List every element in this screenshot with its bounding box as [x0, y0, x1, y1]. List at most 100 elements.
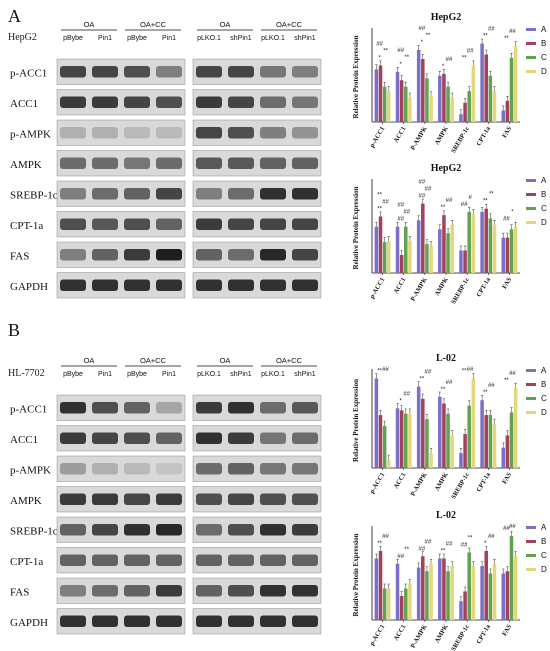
bar-c-srebp-1c: [467, 405, 471, 468]
bar-d-srebp-1c: [471, 566, 476, 620]
bar-c-ampk: [446, 413, 450, 468]
band-gapdh-lane-4: [292, 279, 318, 291]
protein-label-p-ampk: p-AMPK: [10, 464, 51, 476]
band-p-ampk-lane-1: [60, 463, 86, 475]
lane-label-pbybe: pBybe: [63, 371, 83, 378]
bar-d-p-ampk: [429, 96, 433, 122]
bar-c-p-ampk: [425, 244, 429, 273]
lane-label-pbybe: pBybe: [127, 371, 147, 378]
legend-label-d: D: [541, 67, 547, 76]
bar-d-cpt-1a: [492, 423, 497, 468]
band-gapdh-lane-2: [228, 615, 254, 627]
protein-label-cpt-1a: CPT-1a: [10, 220, 43, 232]
significance-marker: ##: [419, 180, 426, 186]
lane-label-shpin1: shPin1: [294, 35, 316, 42]
band-p-acc1-lane-4: [156, 402, 182, 414]
significance-marker: ##: [425, 187, 432, 193]
legend-label-c: C: [541, 53, 547, 62]
significance-marker: ##: [503, 217, 510, 223]
lane-label-pbybe: pBybe: [63, 35, 83, 42]
significance-marker: ##: [446, 198, 453, 204]
group-label-oa-cc: OA+CC: [140, 356, 167, 365]
band-acc1-lane-4: [292, 432, 318, 444]
band-p-acc1-lane-3: [124, 66, 150, 78]
significance-marker: **: [468, 536, 473, 542]
band-srebp-1c-lane-2: [92, 188, 118, 200]
band-acc1-lane-3: [124, 432, 150, 444]
band-fas-lane-2: [228, 249, 254, 261]
significance-marker: #: [468, 195, 472, 201]
bar-a-p-ampk: [416, 567, 421, 620]
bar-c-ampk: [446, 86, 450, 122]
band-gapdh-lane-1: [196, 279, 222, 291]
bar-a-fas: [501, 237, 506, 273]
lane-label-plko-1: pLKO.1: [197, 371, 221, 378]
bar-d-cpt-1a: [492, 563, 497, 620]
band-srebp-1c-lane-3: [260, 524, 286, 536]
bar-a-ampk: [438, 396, 442, 468]
bar-b-fas: [505, 237, 510, 273]
significance-marker: ##: [446, 380, 453, 386]
y-axis-label: Relative Protein Expression: [352, 379, 360, 462]
band-acc1-lane-4: [156, 96, 182, 108]
band-cpt-1a-lane-1: [196, 554, 222, 566]
significance-marker: **: [441, 205, 446, 211]
significance-marker: ##: [425, 370, 432, 376]
bar-d-acc1: [408, 413, 412, 468]
bar-b-p-ampk: [421, 59, 425, 122]
y-axis-label: Relative Protein Expression: [352, 35, 360, 118]
legend-label-a: A: [541, 366, 547, 375]
bar-a-cpt-1a: [480, 211, 484, 273]
band-gapdh-lane-2: [92, 279, 118, 291]
bar-c-srebp-1c: [467, 211, 471, 273]
significance-marker: ##: [403, 210, 410, 216]
bar-a-p-ampk: [416, 220, 421, 273]
legend-swatch-a: [526, 369, 536, 372]
significance-marker: ##: [467, 48, 474, 54]
legend-label-d: D: [541, 565, 547, 574]
x-tick-label-acc1: ACC1: [393, 126, 408, 145]
band-p-acc1-lane-2: [92, 402, 118, 414]
significance-marker: ##: [446, 542, 453, 548]
bar-d-cpt-1a: [492, 91, 497, 122]
bar-a-acc1: [395, 226, 400, 273]
panel-a-cell-line: HepG2: [8, 32, 37, 43]
bar-b-p-ampk: [421, 556, 425, 620]
bar-b-cpt-1a: [484, 415, 488, 468]
bar-c-p-acc1: [382, 86, 387, 122]
lane-label-shpin1: shPin1: [294, 371, 316, 378]
bar-a-fas: [501, 110, 506, 122]
bar-d-fas: [513, 46, 518, 123]
band-gapdh-lane-4: [156, 615, 182, 627]
bar-d-acc1: [408, 584, 412, 620]
band-gapdh-lane-2: [228, 279, 254, 291]
band-srebp-1c-lane-1: [60, 524, 86, 536]
legend-swatch-d: [526, 221, 536, 224]
bar-a-acc1: [395, 408, 400, 468]
legend-swatch-b: [526, 193, 536, 196]
band-acc1-lane-2: [228, 432, 254, 444]
bar-a-srebp-1c: [459, 601, 463, 620]
legend-label-b: B: [541, 380, 546, 389]
band-fas-lane-4: [292, 585, 318, 597]
x-tick-label-cpt-1a: CPT-1a: [475, 623, 492, 645]
band-srebp-1c-lane-3: [260, 188, 286, 200]
band-cpt-1a-lane-4: [292, 554, 318, 566]
x-tick-label-p-ampk: P-AMPK: [410, 277, 429, 303]
bar-d-p-acc1: [386, 240, 391, 273]
protein-label-p-acc1: p-ACC1: [10, 67, 47, 79]
significance-marker: **: [483, 34, 488, 40]
band-fas-lane-4: [156, 249, 182, 261]
band-fas-lane-2: [92, 585, 118, 597]
band-acc1-lane-4: [156, 432, 182, 444]
legend-swatch-b: [526, 42, 536, 45]
band-ampk-lane-4: [156, 157, 182, 169]
bar-d-fas: [513, 226, 518, 273]
panel-a-western-blots: p-ACC1 ACC1 p-AMPK AMPK SREBP-1c CPT-1a FAS GAP…: [10, 20, 322, 299]
group-label-oa: OA: [220, 20, 231, 29]
bar-a-acc1: [395, 71, 400, 122]
band-p-acc1-lane-1: [196, 66, 222, 78]
bar-c-fas: [509, 536, 514, 620]
bar-b-acc1: [399, 255, 404, 273]
